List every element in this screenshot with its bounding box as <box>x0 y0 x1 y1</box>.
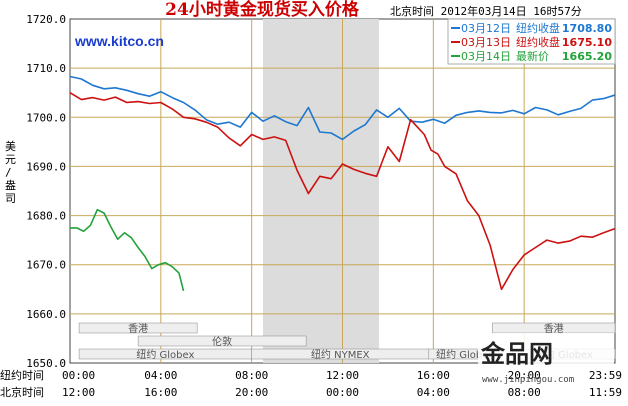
chart-timestamp: 北京时间 2012年03月14日 16时57分 <box>390 4 582 18</box>
svg-text:金品网: 金品网 <box>480 340 553 368</box>
x-tick-label: 20:00 <box>235 386 268 399</box>
series-line-3 <box>70 208 185 291</box>
x-tick-label: 23:59 <box>589 369 622 382</box>
legend-name: 03月12日 <box>461 22 511 35</box>
session-box <box>137 335 307 347</box>
legend-label: 纽约收盘 <box>516 21 560 35</box>
x-tick-label: 08:00 <box>508 386 541 399</box>
y-tick-label: 1670.0 <box>26 259 66 272</box>
session-label-hk: 香港 <box>128 323 148 335</box>
legend: 03月12日 纽约收盘 1708.80 03月13日 纽约收盘 1675.10 03月14日… <box>447 18 616 65</box>
session-label-globex: 纽约 Globex <box>136 348 194 361</box>
legend-value: 1708.80 <box>562 22 612 35</box>
x-tick-label: 04:00 <box>417 386 450 399</box>
x-tick-label: 08:00 <box>235 369 268 382</box>
session-box <box>78 322 198 334</box>
session-label-london: 伦敦 <box>212 335 232 348</box>
x-tick-label: 00:00 <box>326 386 359 399</box>
x-axis-row-label: 北京时间 <box>0 385 44 399</box>
svg-text:www.jinpingou.com: www.jinpingou.com <box>482 375 574 385</box>
y-axis-label: 美元/盎司 <box>5 140 16 205</box>
legend-value: 1675.10 <box>562 36 612 49</box>
series-lines <box>69 75 615 291</box>
y-tick-label: 1650.0 <box>26 357 66 370</box>
y-tick-label: 1700.0 <box>26 111 66 124</box>
legend-label: 纽约收盘 <box>516 35 560 49</box>
brand-logo: 金品网 www.jinpingou.com <box>478 333 614 385</box>
y-label-char: 美 <box>5 140 16 153</box>
y-axis-ticks: 1720.0 1710.0 1700.0 1690.0 1680.0 1670.0 1660… <box>26 13 66 370</box>
series-line-1 <box>69 75 615 141</box>
legend-box <box>447 18 616 65</box>
x-tick-label: 04:00 <box>144 369 177 382</box>
y-tick-label: 1690.0 <box>26 160 66 173</box>
legend-label: 最新价 <box>516 49 549 63</box>
y-tick-label: 1720.0 <box>26 13 66 26</box>
y-tick-label: 1680.0 <box>26 210 66 223</box>
chart-title: 24小时黄金现货买入价格 <box>165 0 360 20</box>
series-line-2 <box>69 92 615 291</box>
x-tick-label: 12:00 <box>326 369 359 382</box>
legend-name: 03月13日 <box>461 36 511 49</box>
y-tick-label: 1660.0 <box>26 308 66 321</box>
x-tick-label: 16:00 <box>144 386 177 399</box>
x-axis: 纽约时间 00:00 04:00 08:00 12:00 16:00 20:00 23:59 北… <box>0 368 622 399</box>
y-tick-label: 1710.0 <box>26 62 66 75</box>
y-label-char: 元 <box>5 153 16 166</box>
session-label-nymex: 纽约 NYMEX <box>311 348 370 361</box>
y-label-char: 司 <box>5 192 16 205</box>
x-tick-label: 16:00 <box>417 369 450 382</box>
x-tick-label: 20:00 <box>508 369 541 382</box>
y-label-char: / <box>5 166 12 179</box>
nymex-session-band <box>263 19 379 363</box>
session-label-hk-2: 香港 <box>544 323 564 335</box>
watermark: www.kitco.cn <box>74 33 164 49</box>
legend-name: 03月14日 <box>461 50 511 63</box>
x-tick-label: 00:00 <box>62 369 95 382</box>
x-tick-label: 12:00 <box>62 386 95 399</box>
legend-value: 1665.20 <box>562 50 612 63</box>
y-label-char: 盎 <box>5 178 16 192</box>
x-tick-label: 11:59 <box>589 386 622 399</box>
x-axis-row-label: 纽约时间 <box>0 368 44 382</box>
